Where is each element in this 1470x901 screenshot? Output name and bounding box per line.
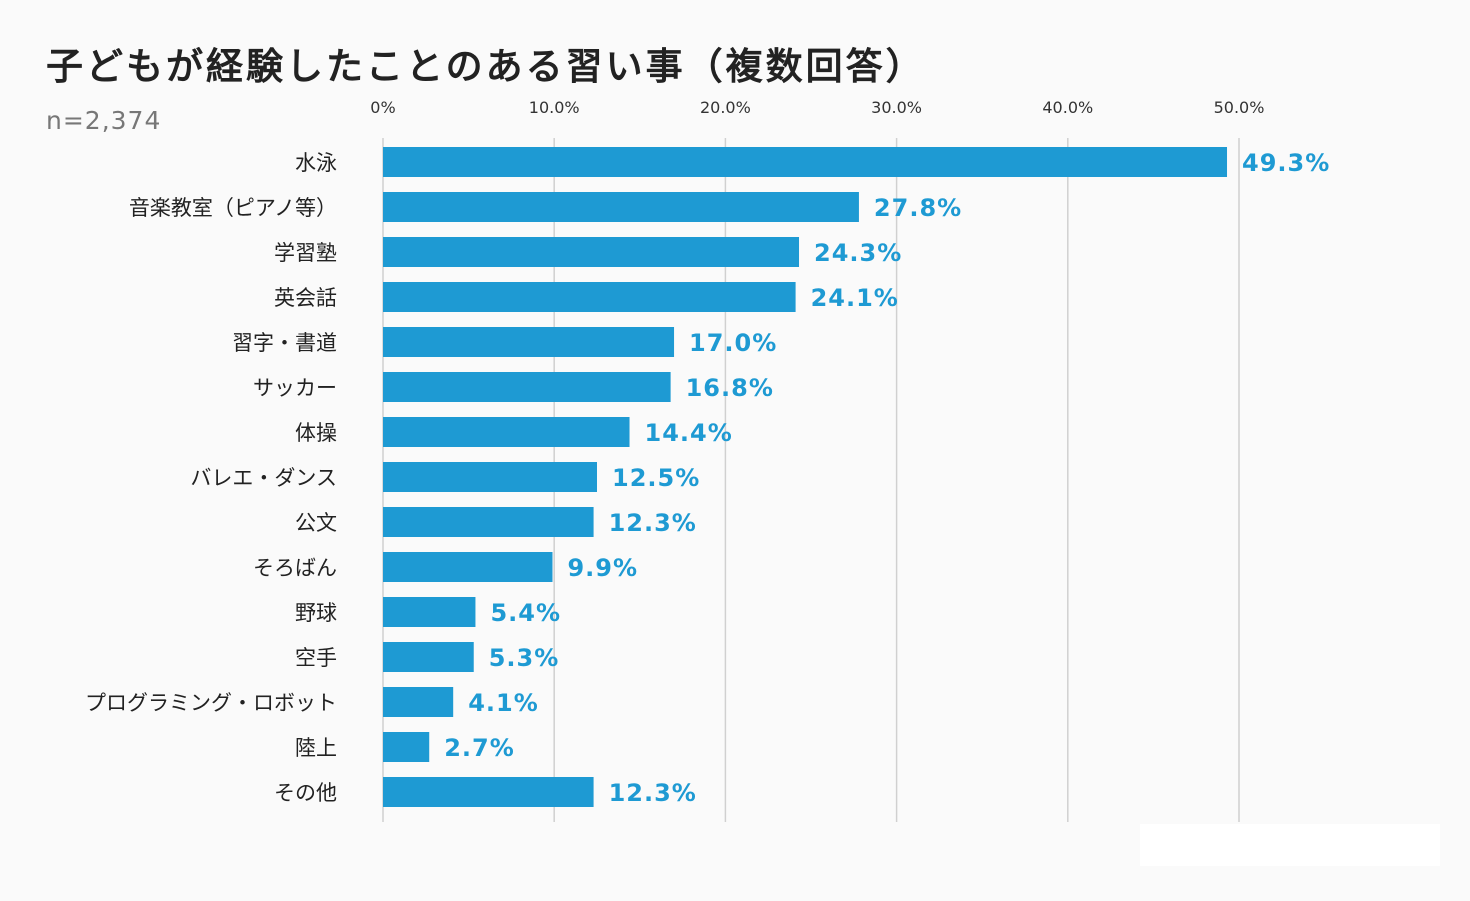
category-label: サッカー — [253, 376, 337, 400]
bar — [383, 732, 430, 762]
value-label: 9.9% — [567, 554, 638, 582]
bar — [383, 642, 474, 672]
value-label: 16.8% — [686, 374, 774, 402]
category-label: 体操 — [295, 421, 337, 445]
category-label: 陸上 — [295, 736, 337, 760]
bar — [383, 192, 859, 222]
x-tick-label: 0% — [370, 98, 395, 117]
bar — [383, 147, 1228, 177]
category-label: その他 — [274, 781, 337, 805]
bar — [383, 507, 594, 537]
value-label: 17.0% — [689, 329, 777, 357]
category-label: そろばん — [253, 556, 337, 580]
bar — [383, 687, 454, 717]
category-label: バレエ・ダンス — [190, 466, 337, 490]
x-tick-label: 30.0% — [871, 98, 922, 117]
value-label: 12.3% — [609, 509, 697, 537]
value-label: 4.1% — [468, 689, 539, 717]
category-label: 習字・書道 — [232, 331, 337, 355]
bar — [383, 552, 553, 582]
category-label: 公文 — [295, 511, 337, 535]
category-label: 音楽教室（ピアノ等） — [129, 196, 337, 220]
sample-size: n=2,374 — [46, 106, 162, 135]
bar — [383, 417, 630, 447]
category-label: 水泳 — [295, 151, 337, 175]
value-label: 49.3% — [1242, 149, 1330, 177]
bar — [383, 372, 671, 402]
value-label: 12.3% — [609, 779, 697, 807]
value-label: 5.3% — [489, 644, 560, 672]
category-label: 学習塾 — [274, 241, 337, 265]
x-tick-label: 10.0% — [529, 98, 580, 117]
value-label: 5.4% — [490, 599, 561, 627]
value-label: 27.8% — [874, 194, 962, 222]
bars — [383, 147, 1228, 807]
bar — [383, 597, 476, 627]
category-label: 野球 — [295, 601, 337, 625]
x-axis-ticks: 0% 10.0% 20.0% 30.0% 40.0% 50.0% — [370, 98, 1264, 117]
bar — [383, 777, 594, 807]
x-tick-label: 40.0% — [1042, 98, 1093, 117]
category-label: 空手 — [295, 646, 337, 670]
bar — [383, 462, 597, 492]
bar — [383, 282, 796, 312]
x-tick-label: 50.0% — [1214, 98, 1265, 117]
bar — [383, 237, 800, 267]
value-labels: 49.3% 27.8% 24.3% 24.1% 17.0% 16.8% 14.4% 12.5%… — [444, 149, 1330, 807]
value-label: 24.1% — [811, 284, 899, 312]
value-label: 24.3% — [814, 239, 902, 267]
category-label: 英会話 — [274, 286, 337, 310]
chart-title: 子どもが経験したことのある習い事（複数回答） — [46, 45, 926, 88]
category-label: プログラミング・ロボット — [85, 691, 337, 715]
footer-blank-area — [1140, 824, 1440, 866]
bar — [383, 327, 675, 357]
value-label: 14.4% — [645, 419, 733, 447]
value-label: 2.7% — [444, 734, 515, 762]
value-label: 12.5% — [612, 464, 700, 492]
x-tick-label: 20.0% — [700, 98, 751, 117]
